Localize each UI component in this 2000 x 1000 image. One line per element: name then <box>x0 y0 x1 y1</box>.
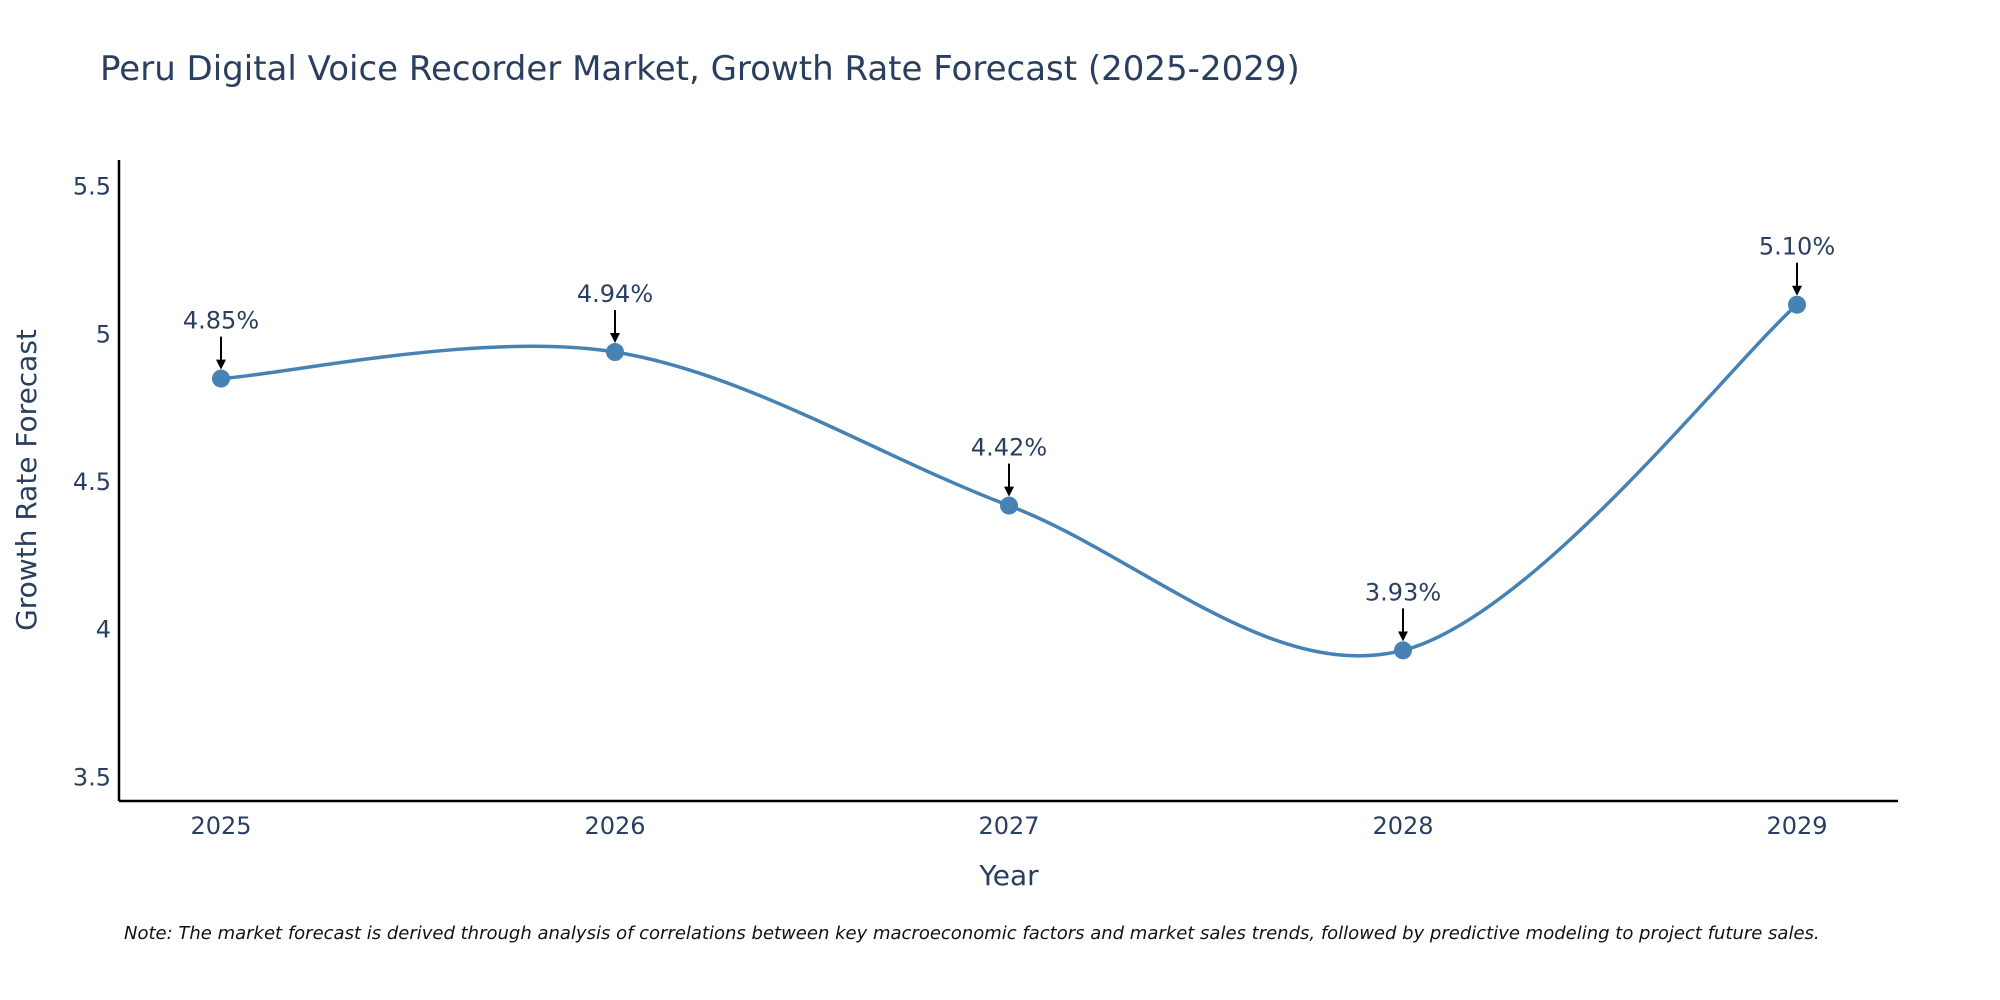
x-tick-label: 2027 <box>978 812 1039 840</box>
data-point-2027 <box>1000 496 1018 515</box>
series-markers <box>212 295 1806 660</box>
y-tick-label: 5 <box>96 320 111 348</box>
data-point-2029 <box>1788 295 1806 314</box>
y-tick-label: 4.5 <box>73 468 111 496</box>
data-annotations: 4.85% 4.94% 4.42% 3.93% 5.10% <box>183 233 1835 642</box>
y-tick-label: 3.5 <box>73 763 111 791</box>
x-tick-label: 2026 <box>584 812 645 840</box>
y-axis-title: Growth Rate Forecast <box>10 329 43 631</box>
axes <box>117 160 1898 803</box>
data-label: 3.93% <box>1365 578 1441 606</box>
footnote: Note: The market forecast is derived thr… <box>124 923 1820 944</box>
y-tick-labels: 3.5 4 4.5 5 5.5 <box>73 173 111 792</box>
y-tick-label: 5.5 <box>73 173 111 201</box>
x-axis-title: Year <box>978 859 1039 892</box>
x-tick-label: 2029 <box>1766 812 1827 840</box>
data-label: 5.10% <box>1759 233 1835 261</box>
data-label: 4.85% <box>183 307 259 335</box>
data-point-2028 <box>1394 641 1412 660</box>
data-label: 4.42% <box>971 434 1047 462</box>
x-tick-label: 2028 <box>1372 812 1433 840</box>
x-tick-labels: 2025 2026 2027 2028 2029 <box>190 812 1827 840</box>
data-point-2026 <box>606 343 624 362</box>
data-label: 4.94% <box>577 280 653 308</box>
chart-title: Peru Digital Voice Recorder Market, Grow… <box>100 49 1300 89</box>
y-tick-label: 4 <box>96 616 111 644</box>
x-tick-label: 2025 <box>190 812 251 840</box>
series-line-growth-rate <box>220 303 1799 658</box>
data-point-2025 <box>212 369 230 388</box>
